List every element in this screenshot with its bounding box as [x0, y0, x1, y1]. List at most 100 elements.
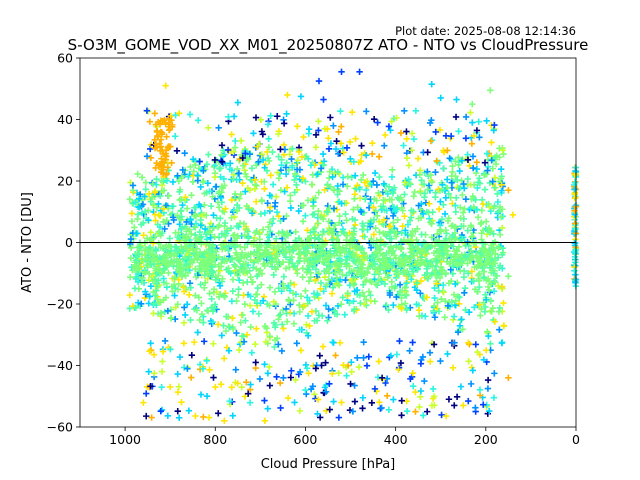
data-point: [485, 251, 493, 259]
data-point: [468, 233, 475, 241]
data-point: [266, 302, 273, 309]
data-point: [150, 300, 157, 307]
data-point: [416, 248, 423, 256]
data-point: [176, 353, 184, 361]
data-point: [384, 274, 391, 281]
data-point: [313, 243, 320, 251]
data-point: [307, 385, 315, 393]
data-point: [277, 187, 285, 194]
data-point: [335, 282, 343, 289]
data-point: [500, 299, 507, 307]
data-point: [193, 307, 201, 314]
data-point: [253, 272, 261, 280]
data-point: [473, 159, 480, 166]
data-point: [469, 153, 477, 160]
data-point: [460, 402, 467, 409]
data-point: [138, 196, 146, 204]
data-point: [254, 257, 262, 265]
data-point: [485, 200, 492, 208]
data-point: [131, 224, 138, 231]
data-point: [370, 204, 377, 211]
data-point: [358, 142, 365, 149]
data-point: [282, 254, 290, 261]
data-point: [338, 301, 345, 308]
data-point: [469, 100, 476, 108]
data-point: [479, 240, 486, 247]
data-point: [246, 302, 254, 309]
data-point: [361, 233, 368, 240]
data-point: [369, 251, 376, 259]
data-point: [234, 254, 241, 261]
data-point: [407, 214, 415, 221]
data-point: [342, 276, 349, 284]
data-point: [159, 163, 166, 170]
data-point: [204, 251, 212, 258]
data-point: [496, 304, 503, 312]
data-point: [168, 159, 175, 167]
data-point: [449, 168, 456, 176]
data-point: [442, 194, 450, 201]
data-point: [453, 96, 460, 103]
data-point: [147, 229, 154, 236]
data-point: [174, 301, 181, 308]
data-point: [170, 216, 177, 224]
data-point: [292, 170, 299, 177]
data-point: [338, 399, 345, 406]
data-point: [143, 412, 150, 420]
data-point: [376, 399, 383, 406]
data-point: [165, 192, 172, 200]
data-point: [287, 204, 295, 212]
data-point: [490, 394, 498, 401]
data-point: [428, 136, 436, 144]
data-point: [379, 251, 387, 259]
data-point: [248, 165, 256, 172]
data-point: [153, 280, 160, 287]
data-point: [160, 205, 167, 212]
data-point: [163, 133, 170, 140]
data-point: [210, 374, 217, 381]
data-point: [457, 184, 464, 191]
data-point: [367, 244, 375, 251]
data-point: [197, 281, 204, 288]
data-point: [474, 288, 481, 296]
data-point: [360, 339, 367, 346]
data-point: [401, 191, 408, 198]
data-point: [171, 275, 178, 282]
data-point: [278, 156, 285, 164]
data-point: [199, 257, 207, 265]
data-point: [233, 176, 240, 183]
data-point: [266, 333, 274, 340]
data-point: [403, 306, 410, 314]
data-point: [465, 339, 472, 346]
data-point: [235, 346, 243, 354]
data-point: [139, 274, 146, 282]
data-point: [495, 208, 502, 216]
data-point: [476, 270, 483, 277]
data-point: [482, 296, 490, 304]
data-point: [381, 257, 388, 264]
data-point: [348, 108, 356, 116]
data-point: [263, 325, 270, 332]
data-point: [571, 248, 579, 256]
data-point: [247, 323, 254, 331]
data-point: [347, 380, 354, 388]
data-point: [246, 399, 254, 406]
data-point: [126, 196, 134, 203]
data-point: [254, 284, 261, 292]
data-point: [498, 224, 506, 232]
data-point: [279, 258, 287, 266]
data-point: [169, 178, 177, 186]
data-point: [326, 254, 333, 261]
data-point: [163, 177, 171, 184]
data-point: [294, 243, 302, 250]
data-point: [315, 220, 322, 227]
data-point: [135, 195, 143, 203]
data-point: [300, 302, 308, 309]
data-point: [161, 308, 168, 316]
data-point: [361, 293, 368, 300]
data-point: [423, 265, 431, 272]
data-point: [210, 340, 217, 347]
data-point: [286, 263, 293, 271]
data-point: [186, 291, 193, 299]
data-point: [447, 266, 455, 273]
